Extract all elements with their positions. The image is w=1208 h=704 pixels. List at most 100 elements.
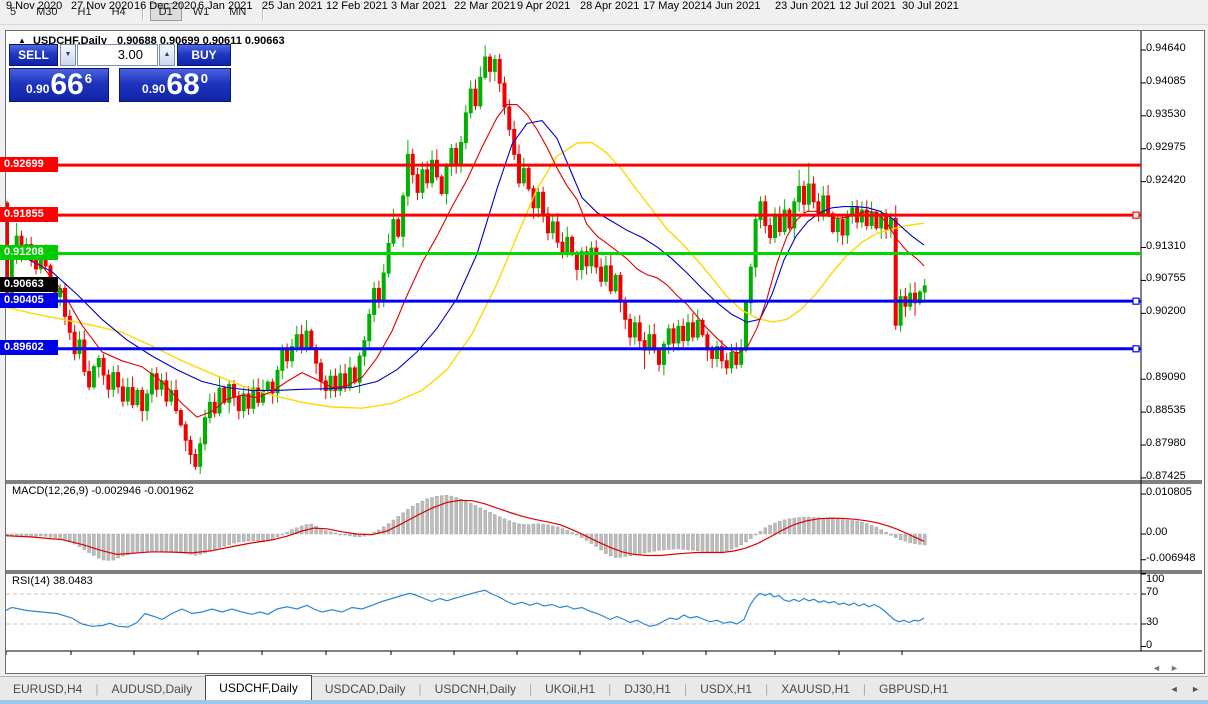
tab-separator: |: [765, 682, 769, 696]
buy-price-button[interactable]: 0.90 68 0: [119, 68, 231, 102]
date-tick: 9 Apr 2021: [517, 0, 571, 12]
price-tick-0.88535: 0.88535: [1146, 404, 1186, 417]
sell-price-small: 0.90: [26, 82, 50, 96]
window-bottom-edge: [0, 700, 1208, 704]
volume-increase-button[interactable]: ▲: [159, 44, 175, 66]
tab-separator: |: [683, 682, 688, 696]
toolbar-separator: [141, 3, 143, 21]
rsi-label: RSI(14) 38.0483: [12, 575, 93, 587]
tab-separator: |: [95, 682, 99, 696]
hline-handle[interactable]: [1132, 297, 1140, 305]
buy-button[interactable]: BUY: [177, 44, 231, 66]
tab-separator: |: [529, 682, 533, 696]
tab-usdx[interactable]: USDX,H1: [700, 682, 753, 696]
tab-nav-left-icon[interactable]: ◄: [1169, 684, 1179, 694]
macd-label: MACD(12,26,9) -0.002946 -0.001962: [12, 485, 194, 497]
collapse-icon[interactable]: ▲: [18, 36, 26, 45]
date-tick: 16 Dec 2020: [134, 0, 197, 12]
date-tick: 12 Feb 2021: [326, 0, 388, 12]
timeframe-mn[interactable]: MN: [229, 6, 247, 18]
tab-nav-right-icon[interactable]: ►: [1191, 684, 1200, 694]
hline-handle[interactable]: [1132, 345, 1140, 353]
timeframe-w1[interactable]: W1: [192, 6, 210, 18]
sell-price-button[interactable]: 0.90 66 6: [9, 68, 109, 102]
rsi-tick-30: 30: [1146, 616, 1159, 628]
rsi-tick-70: 70: [1146, 586, 1159, 598]
chevron-up-icon: ▲: [163, 51, 171, 58]
date-tick: 30 Jul 2021: [902, 0, 959, 12]
date-tick: 9 Nov 2020: [6, 0, 63, 12]
price-tick-0.93530: 0.93530: [1146, 107, 1186, 120]
ma-slow-line: [6, 141, 925, 409]
tab-gbpusd[interactable]: GBPUSD,H1: [879, 682, 949, 696]
date-tick: 4 Jun 2021: [706, 0, 761, 12]
macd-tick-0.010805: 0.010805: [1146, 485, 1192, 498]
chevron-down-icon: ▼: [64, 51, 72, 58]
timeframe-h4[interactable]: H4: [111, 6, 126, 18]
ma-fast-line: [6, 104, 925, 418]
tab-separator: |: [418, 682, 422, 696]
tab-ukoil[interactable]: UKOil,H1: [545, 682, 596, 696]
rsi-line: [6, 589, 925, 628]
tab-usdcad[interactable]: USDCAD,Daily: [324, 682, 406, 696]
tab-eurusd[interactable]: EURUSD,H4: [13, 682, 83, 696]
date-tick: 22 Mar 2021: [454, 0, 516, 12]
tab-dj30[interactable]: DJ30,H1: [624, 682, 671, 696]
price-tick-0.91310: 0.91310: [1146, 239, 1186, 252]
price-tick-0.94085: 0.94085: [1146, 74, 1186, 87]
tab-audusd[interactable]: AUDUSD,Daily: [111, 682, 193, 696]
price-badge-0.91855: 0.91855: [0, 206, 58, 222]
tab-xauusd[interactable]: XAUUSD,H1: [781, 682, 850, 696]
price-tick-0.87425: 0.87425: [1146, 469, 1186, 482]
toolbar-separator: [262, 3, 264, 21]
price-tick-0.92975: 0.92975: [1146, 140, 1186, 153]
tab-separator: |: [608, 682, 612, 696]
chart-window[interactable]: ▲ USDCHF,Daily 0.90688 0.90699 0.90611 0…: [5, 30, 1205, 674]
date-tick: 17 May 2021: [643, 0, 707, 12]
chart-tabs-bar: EURUSD,H4 | AUDUSD,Daily USDCHF,Daily USDCAD…: [0, 675, 1208, 701]
price-tick-0.92420: 0.92420: [1146, 173, 1186, 186]
macd-tick-0.00: 0.00: [1146, 526, 1168, 538]
price-tick-0.89090: 0.89090: [1146, 371, 1186, 384]
price-badge-0.90405: 0.90405: [0, 292, 58, 308]
buy-price-big: 68: [166, 68, 200, 101]
scroll-right-icon[interactable]: ►: [1170, 663, 1179, 673]
volume-input[interactable]: 3.00: [77, 44, 158, 66]
date-tick: 28 Apr 2021: [580, 0, 640, 12]
timeframe-h1[interactable]: H1: [77, 6, 92, 18]
sell-button[interactable]: SELL: [9, 44, 58, 66]
date-tick: 27 Nov 2020: [71, 0, 134, 12]
sell-price-big: 66: [50, 68, 84, 101]
hline-handle[interactable]: [1132, 211, 1140, 219]
current-price-badge: 0.90663: [0, 277, 58, 293]
timeframe-5[interactable]: 5: [10, 6, 17, 18]
timeframe-d1[interactable]: D1: [149, 3, 182, 21]
sell-price-pip: 6: [84, 71, 92, 86]
chart-ohlc-values: 0.90688 0.90699 0.90611 0.90663: [117, 35, 285, 47]
scroll-left-icon[interactable]: ◄: [1152, 663, 1161, 673]
tab-usdcnh[interactable]: USDCNH,Daily: [434, 682, 517, 696]
price-tick-0.87980: 0.87980: [1146, 437, 1186, 449]
macd-tick--0.006948: -0.006948: [1146, 551, 1196, 564]
price-tick-0.90755: 0.90755: [1146, 272, 1186, 285]
one-click-trading-panel: SELL ▼ 3.00 ▲ BUY 0.90 66 6 0.90 68 0: [9, 44, 231, 102]
tab-usdchf[interactable]: USDCHF,Daily: [205, 675, 312, 701]
rsi-tick-100: 100: [1146, 573, 1165, 585]
price-tick-0.94640: 0.94640: [1146, 42, 1186, 54]
timeframe-toolbar: 5 M30 H1 H4 D1 W1 MN: [0, 0, 1208, 25]
date-tick: 23 Jun 2021: [775, 0, 836, 12]
volume-decrease-button[interactable]: ▼: [60, 44, 76, 66]
timeframe-m30[interactable]: M30: [36, 6, 58, 18]
date-tick: 25 Jan 2021: [262, 0, 323, 12]
tab-nav-arrows: ◄ ►: [1160, 684, 1200, 694]
chart-canvas[interactable]: [6, 31, 1202, 671]
price-tick-0.90200: 0.90200: [1146, 305, 1186, 318]
date-tick: 12 Jul 2021: [839, 0, 896, 12]
date-tick: 3 Mar 2021: [391, 0, 447, 12]
price-badge-0.89602: 0.89602: [0, 340, 58, 356]
price-badge-0.91208: 0.91208: [0, 245, 58, 261]
price-badge-0.92699: 0.92699: [0, 156, 58, 172]
buy-price-pip: 0: [200, 71, 208, 86]
date-tick: 6 Jan 2021: [198, 0, 253, 12]
tab-separator: |: [862, 682, 867, 696]
